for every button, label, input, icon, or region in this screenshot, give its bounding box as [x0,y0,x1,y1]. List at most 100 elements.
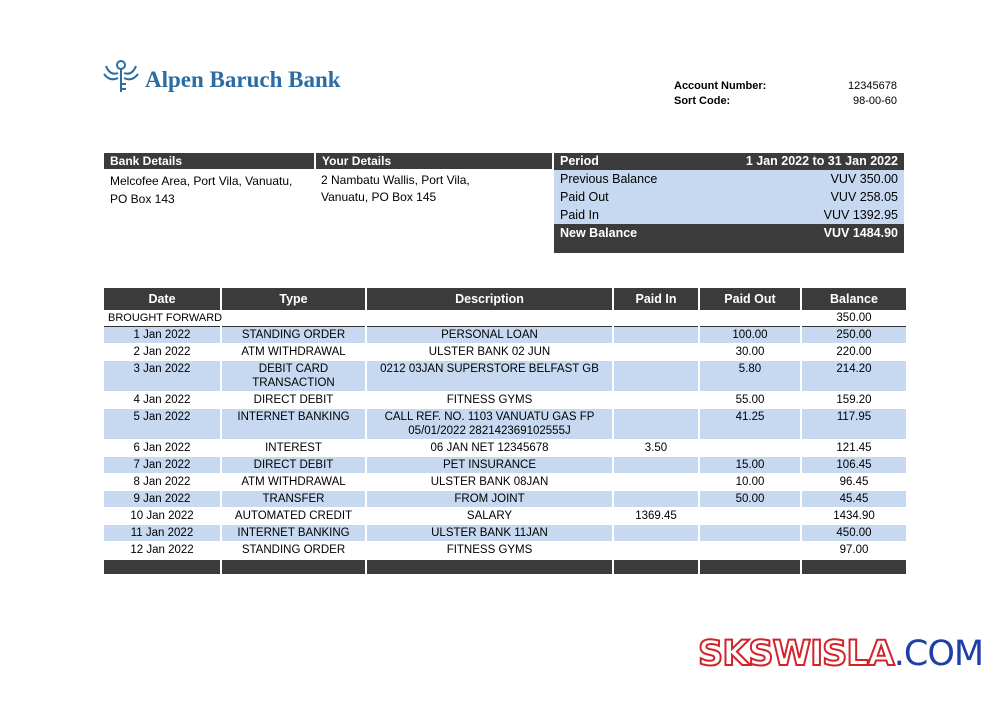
your-details: 2 Nambatu Wallis, Port Vila, Vanuatu, PO… [321,172,470,206]
table-cell: 8 Jan 2022 [102,473,222,491]
table-cell: 06 JAN NET 12345678 [365,439,614,457]
table-cell: ATM WITHDRAWAL [220,343,367,361]
table-row: 1 Jan 2022 STANDING ORDER PERSONAL LOAN 100… [102,326,908,344]
sort-code: 98-00-60 [852,95,897,107]
table-cell: 45.45 [800,490,908,508]
table-cell: 5.80 [698,360,802,392]
summary-total: New Balance VUV 1484.90 [554,224,904,242]
table-cell: 106.45 [800,456,908,474]
table-cell: INTERNET BANKING [220,524,367,542]
summary-row: Paid Out VUV 258.05 [554,188,904,206]
your-details-title: Your Details [316,153,552,169]
address-line: Melcofee Area, Port Vila, Vanuatu, [110,174,293,188]
summary-value: VUV 1392.95 [823,208,898,222]
header-row: Date Type Description Paid In Paid Out Balanc… [102,288,908,310]
table-row: 5 Jan 2022 INTERNET BANKING CALL REF. NO. … [102,408,908,440]
summary-row: Paid In VUV 1392.95 [554,206,904,224]
table-cell [612,490,700,508]
table-cell: 97.00 [800,541,908,560]
table-row: BROUGHT FORWARD 350.00 [102,310,908,327]
table-cell: 7 Jan 2022 [102,456,222,474]
table-row: 9 Jan 2022 TRANSFER FROM JOINT 50.00 45.45 [102,490,908,508]
table-cell: STANDING ORDER [220,326,367,344]
address-line: 2 Nambatu Wallis, Port Vila, [321,173,470,187]
table-cell: 30.00 [698,343,802,361]
table-cell: SALARY [365,507,614,525]
table-cell [698,310,802,327]
total-label: New Balance [560,226,638,240]
address-line: Vanuatu, PO Box 145 [321,190,437,204]
table-cell: 117.95 [800,408,908,440]
table-cell: 50.00 [698,490,802,508]
table-cell [698,439,802,457]
table-cell: 55.00 [698,391,802,409]
table-cell: 3 Jan 2022 [102,360,222,392]
table-cell: PERSONAL LOAN [365,326,614,344]
table-cell [612,456,700,474]
summary-label: Paid In [560,208,599,222]
table-cell: ULSTER BANK 11JAN [365,524,614,542]
table-cell [698,541,802,560]
table-cell: TRANSFER [220,490,367,508]
table-cell [698,507,802,525]
table-cell: 250.00 [800,326,908,344]
table-cell: 159.20 [800,391,908,409]
table-cell: 3.50 [612,439,700,457]
table-cell [612,473,700,491]
table-row: 11 Jan 2022 INTERNET BANKING ULSTER BANK 1… [102,524,908,542]
total-value: VUV 1484.90 [823,226,898,240]
table-cell: 96.45 [800,473,908,491]
table-row: 7 Jan 2022 DIRECT DEBIT PET INSURANCE 15.00… [102,456,908,474]
footer-cell [102,558,222,574]
footer-cell [365,558,614,574]
table-cell [612,326,700,344]
table-cell: DEBIT CARD TRANSACTION [220,360,367,392]
table-cell: 6 Jan 2022 [102,439,222,457]
table-cell: 1 Jan 2022 [102,326,222,344]
table-cell: DIRECT DEBIT [220,391,367,409]
table-row: 12 Jan 2022 STANDING ORDER FITNESS GYMS 97.… [102,541,908,560]
table-row: 3 Jan 2022 DEBIT CARD TRANSACTION 0212 03J… [102,360,908,392]
table-cell: 350.00 [800,310,908,327]
table-cell [698,524,802,542]
account-number-label: Account Number: [674,80,767,92]
summary-label: Previous Balance [560,172,658,186]
footer-row [102,558,908,574]
table-cell [612,343,700,361]
summary-box: Period 1 Jan 2022 to 31 Jan 2022 Previou… [554,153,904,253]
table-cell: 1434.90 [800,507,908,525]
table-cell: 450.00 [800,524,908,542]
table-cell [220,310,367,327]
column-header: Paid Out [698,288,802,310]
table-cell: 11 Jan 2022 [102,524,222,542]
table-cell: INTEREST [220,439,367,457]
table-cell: 10 Jan 2022 [102,507,222,525]
table-body: BROUGHT FORWARD 350.00 1 Jan 2022 STANDING … [102,310,908,574]
table-cell: 1369.45 [612,507,700,525]
table-row: 6 Jan 2022 INTEREST 06 JAN NET 12345678 3.5… [102,439,908,457]
table-cell: INTERNET BANKING [220,408,367,440]
table-row: 4 Jan 2022 DIRECT DEBIT FITNESS GYMS 55.00 1… [102,391,908,409]
table-cell: FROM JOINT [365,490,614,508]
summary-label: Paid Out [560,190,609,204]
table-cell: 2 Jan 2022 [102,343,222,361]
table-cell: FITNESS GYMS [365,541,614,560]
table-cell [612,360,700,392]
table-cell: 10.00 [698,473,802,491]
table-row: 8 Jan 2022 ATM WITHDRAWAL ULSTER BANK 08JA… [102,473,908,491]
table-cell [612,524,700,542]
footer-cell [800,558,908,574]
table-cell: CALL REF. NO. 1103 VANUATU GAS FP 05/01/… [365,408,614,440]
column-header: Type [220,288,367,310]
footer-cell [698,558,802,574]
table-cell: 9 Jan 2022 [102,490,222,508]
account-number: 12345678 [848,80,897,92]
table-cell [612,310,700,327]
table-cell: 15.00 [698,456,802,474]
summary-value: VUV 258.05 [830,190,898,204]
transactions-table: Date Type Description Paid In Paid Out Balanc… [102,288,908,574]
footer-cell [220,558,367,574]
table-cell: AUTOMATED CREDIT [220,507,367,525]
table-cell: 5 Jan 2022 [102,408,222,440]
